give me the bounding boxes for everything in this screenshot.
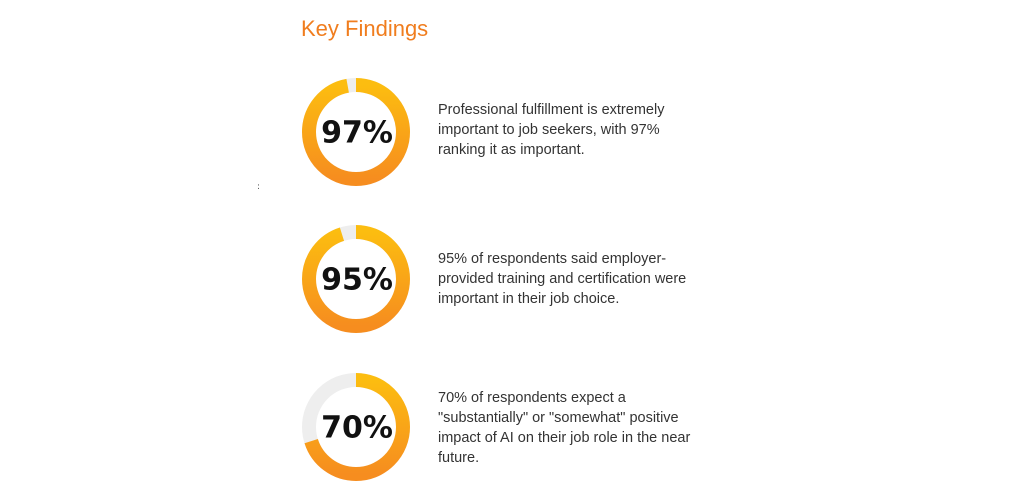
title: Key Findings [301,16,429,41]
finding-description: Professional fulfillment is extremely im… [438,102,665,158]
donut-value-label: 70% [321,411,393,446]
donut-arc [302,225,410,333]
marker: : [257,182,261,192]
donut-value-label: 97% [321,116,393,151]
donut-arc [302,78,410,186]
donut-value-label: 95% [321,263,393,298]
finding-description: 70% of respondents expect a "substantial… [438,390,691,466]
donut-arc [302,373,410,481]
finding-description: 95% of respondents said employer-provide… [438,251,687,307]
